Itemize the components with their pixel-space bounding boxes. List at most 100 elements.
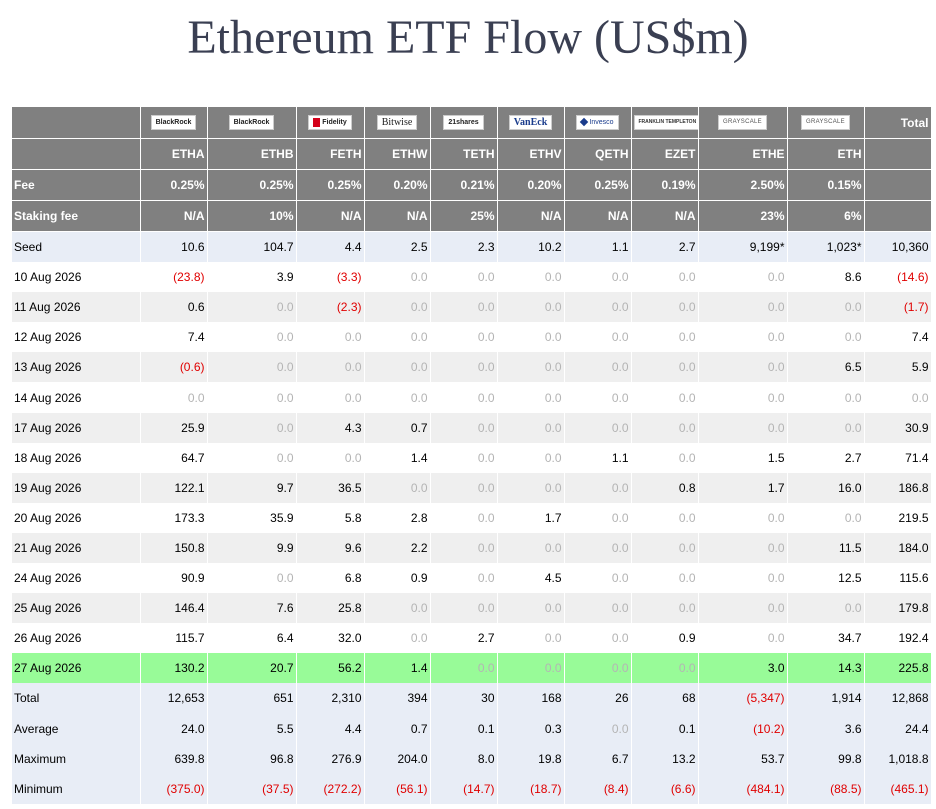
flow-value-cell: 11.5 — [787, 532, 865, 564]
row-label: 13 Aug 2026 — [12, 352, 141, 383]
flow-value-cell: 0.0 — [497, 442, 565, 473]
flow-value-cell: 0.8 — [631, 472, 699, 503]
staking-fee-cell: 6% — [787, 200, 865, 232]
staking-fee-cell: N/A — [140, 200, 208, 232]
21shares-logo: 21shares — [443, 115, 484, 131]
row-label: Maximum — [12, 743, 141, 774]
total-header: Total — [864, 107, 932, 139]
flow-value-cell: (272.2) — [296, 773, 365, 804]
flow-value-cell: 0.0 — [430, 563, 498, 594]
flow-row: 13 Aug 2026 (0.6) 0.0 0.0 0.0 0.0 0.0 0.0 0.0 0.0… — [12, 352, 932, 383]
fidelity-mark-icon — [313, 117, 321, 127]
flow-value-cell: 0.0 — [631, 653, 699, 684]
flow-value-cell: 0.0 — [787, 322, 865, 353]
flow-value-cell: 0.9 — [631, 623, 699, 654]
flow-row: 19 Aug 2026 122.1 9.7 36.5 0.0 0.0 0.0 0.0 0.8 1.… — [12, 472, 932, 503]
header-blank-cell — [12, 138, 141, 170]
flow-value-cell: 0.0 — [497, 472, 565, 503]
staking-fee-cell: N/A — [364, 200, 431, 232]
row-label: 19 Aug 2026 — [12, 472, 141, 503]
flow-value-cell: 0.0 — [296, 322, 365, 353]
flow-value-cell: 26 — [564, 683, 632, 714]
flow-value-cell: 0.0 — [631, 593, 699, 624]
flow-row: 21 Aug 2026 150.8 9.9 9.6 2.2 0.0 0.0 0.0 0.0 0.0… — [12, 532, 932, 564]
row-label: 18 Aug 2026 — [12, 442, 141, 473]
flow-value-cell: (6.6) — [631, 773, 699, 804]
flow-value-cell: 10.2 — [497, 231, 565, 263]
flow-value-cell: 0.0 — [497, 292, 565, 323]
flow-value-cell: 0.0 — [430, 412, 498, 443]
flow-value-cell: (88.5) — [787, 773, 865, 804]
seed-row: Seed 10.6 104.7 4.4 2.5 2.3 10.2 1.1 2.7 9,199* 1,… — [12, 231, 932, 263]
flow-value-cell: 0.3 — [497, 713, 565, 744]
flow-value-cell: 0.0 — [631, 382, 699, 413]
flow-value-cell: 6.4 — [207, 623, 297, 654]
summary-row: Maximum 639.8 96.8 276.9 204.0 8.0 19.8 6.7 13.2… — [12, 743, 932, 774]
invesco-mark-icon — [580, 118, 589, 127]
issuer-logo-cell: 21shares — [430, 107, 498, 139]
flow-value-cell: 0.0 — [698, 502, 788, 533]
flow-value-cell: 9,199* — [698, 231, 788, 263]
flow-value-cell: 0.0 — [698, 322, 788, 353]
flow-value-cell: 0.6 — [140, 292, 208, 323]
row-total-cell: 0.0 — [864, 382, 932, 413]
flow-value-cell: 1.1 — [564, 442, 632, 473]
flow-value-cell: 19.8 — [497, 743, 565, 774]
issuer-logo-cell: BlackRock — [140, 107, 208, 139]
logo-text: Fidelity — [322, 119, 347, 127]
flow-value-cell: 4.3 — [296, 412, 365, 443]
flow-value-cell: 0.0 — [787, 593, 865, 624]
flow-value-cell: 0.0 — [296, 352, 365, 383]
flow-value-cell: 0.0 — [564, 262, 632, 293]
flow-value-cell: 0.0 — [631, 442, 699, 473]
flow-value-cell: 0.0 — [207, 563, 297, 594]
flow-value-cell: 146.4 — [140, 593, 208, 624]
flow-value-cell: 0.0 — [430, 352, 498, 383]
flow-value-cell: 0.0 — [631, 502, 699, 533]
logo-text: GRAYSCALE — [806, 119, 845, 126]
flow-value-cell: 25.8 — [296, 593, 365, 624]
logo-text: BlackRock — [155, 119, 192, 127]
flow-value-cell: 0.0 — [497, 532, 565, 564]
staking-fee-cell: 23% — [698, 200, 788, 232]
issuer-logo-cell: GRAYSCALE — [698, 107, 788, 139]
row-total-cell: 186.8 — [864, 472, 932, 503]
flow-value-cell: 0.0 — [296, 382, 365, 413]
flow-value-cell: 56.2 — [296, 653, 365, 684]
flow-value-cell: (5,347) — [698, 683, 788, 714]
issuer-logo-cell: VanEck — [497, 107, 565, 139]
flow-value-cell: 0.0 — [564, 593, 632, 624]
flow-value-cell: 0.0 — [364, 262, 431, 293]
row-total-cell: 219.5 — [864, 502, 932, 533]
flow-value-cell: 1.7 — [497, 502, 565, 533]
flow-value-cell: 0.0 — [364, 322, 431, 353]
row-total-cell: (465.1) — [864, 773, 932, 804]
flow-row: 11 Aug 2026 0.6 0.0 (2.3) 0.0 0.0 0.0 0.0 0.0 0.0… — [12, 292, 932, 323]
flow-value-cell: (18.7) — [497, 773, 565, 804]
flow-value-cell: 0.0 — [698, 593, 788, 624]
blackrock-logo: BlackRock — [228, 115, 275, 131]
flow-row: 20 Aug 2026 173.3 35.9 5.8 2.8 0.0 1.7 0.0 0.0 0.… — [12, 502, 932, 533]
flow-value-cell: 9.6 — [296, 532, 365, 564]
fee-row: Fee 0.25% 0.25% 0.25% 0.20% 0.21% 0.20% 0.25% 0.… — [12, 169, 932, 201]
flow-value-cell: 0.7 — [364, 412, 431, 443]
flow-value-cell: 34.7 — [787, 623, 865, 654]
flow-value-cell: 25.9 — [140, 412, 208, 443]
ticker-cell: ETHA — [140, 138, 208, 170]
flow-value-cell: 4.4 — [296, 231, 365, 263]
flow-value-cell: 96.8 — [207, 743, 297, 774]
header-blank-cell — [864, 200, 932, 232]
row-total-cell: 179.8 — [864, 593, 932, 624]
flow-value-cell: 0.0 — [430, 653, 498, 684]
flow-value-cell: 1.7 — [698, 472, 788, 503]
flow-value-cell: 0.0 — [364, 382, 431, 413]
flow-value-cell: 639.8 — [140, 743, 208, 774]
row-total-cell: 30.9 — [864, 412, 932, 443]
flow-value-cell: 2.7 — [430, 623, 498, 654]
row-label: 26 Aug 2026 — [12, 623, 141, 654]
flow-value-cell: 0.0 — [140, 382, 208, 413]
flow-value-cell: 6.8 — [296, 563, 365, 594]
flow-value-cell: 12.5 — [787, 563, 865, 594]
flow-value-cell: 0.0 — [564, 352, 632, 383]
flow-value-cell: 0.0 — [207, 412, 297, 443]
